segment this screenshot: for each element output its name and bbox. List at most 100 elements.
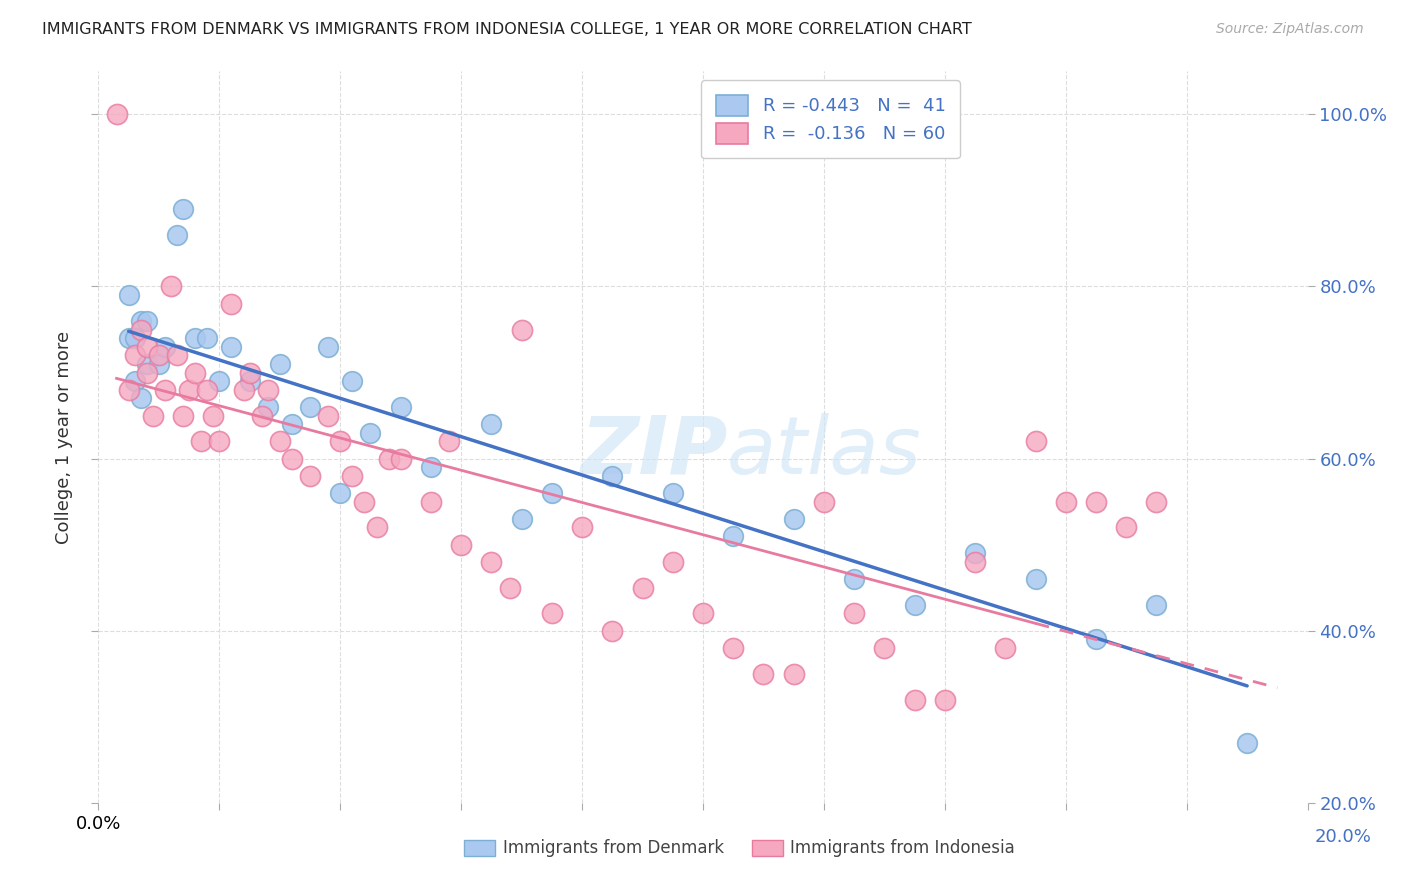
Point [934, 692, 956, 706]
Point [965, 555, 987, 569]
Point [148, 357, 170, 371]
Point [166, 227, 188, 242]
Point [437, 434, 460, 449]
Legend: R = -0.443   N =  41, R =  -0.136   N = 60: R = -0.443 N = 41, R = -0.136 N = 60 [702, 80, 960, 158]
Point [129, 314, 152, 328]
Point [661, 555, 683, 569]
Point [329, 486, 352, 500]
Point [873, 640, 896, 655]
Point [1024, 572, 1046, 586]
Text: ZIP: ZIP [579, 413, 727, 491]
Point [723, 529, 745, 543]
Point [752, 666, 775, 681]
Point [965, 546, 987, 560]
Point [342, 374, 364, 388]
Point [540, 486, 562, 500]
Point [389, 400, 412, 414]
Text: Immigrants from Indonesia: Immigrants from Indonesia [790, 839, 1015, 857]
Point [329, 434, 352, 449]
Point [135, 366, 157, 380]
Point [353, 494, 375, 508]
Point [1054, 494, 1077, 508]
Point [342, 468, 364, 483]
Point [510, 512, 533, 526]
Point [195, 383, 218, 397]
Point [172, 202, 194, 216]
Point [256, 383, 278, 397]
Point [510, 322, 533, 336]
Point [1115, 520, 1137, 534]
Point [148, 348, 170, 362]
Point [172, 409, 194, 423]
Point [1144, 494, 1167, 508]
Point [1085, 632, 1108, 647]
Point [377, 451, 399, 466]
Point [124, 331, 146, 345]
Point [360, 425, 382, 440]
Point [450, 538, 472, 552]
Point [239, 374, 262, 388]
Point [160, 279, 183, 293]
Point [250, 409, 273, 423]
Point [420, 494, 443, 508]
Point [124, 374, 146, 388]
Point [481, 555, 503, 569]
Point [540, 607, 562, 621]
Point [1144, 598, 1167, 612]
Point [904, 598, 927, 612]
Point [195, 331, 218, 345]
Point [118, 331, 141, 345]
Point [184, 331, 207, 345]
Point [190, 434, 212, 449]
Point [844, 572, 866, 586]
Point [269, 434, 291, 449]
Point [153, 383, 176, 397]
Point [239, 366, 262, 380]
Point [316, 409, 339, 423]
Point [602, 624, 624, 638]
Point [813, 494, 835, 508]
Point [481, 417, 503, 432]
Y-axis label: College, 1 year or more: College, 1 year or more [55, 331, 73, 543]
Text: IMMIGRANTS FROM DENMARK VS IMMIGRANTS FROM INDONESIA COLLEGE, 1 YEAR OR MORE COR: IMMIGRANTS FROM DENMARK VS IMMIGRANTS FR… [42, 22, 972, 37]
Point [256, 400, 278, 414]
Point [184, 366, 207, 380]
Point [135, 340, 157, 354]
Point [1085, 494, 1108, 508]
Point [208, 374, 231, 388]
Point [389, 451, 412, 466]
Point [124, 348, 146, 362]
Point [153, 340, 176, 354]
Text: Immigrants from Denmark: Immigrants from Denmark [503, 839, 724, 857]
Point [661, 486, 683, 500]
Point [692, 607, 714, 621]
Point [844, 607, 866, 621]
Point [299, 468, 322, 483]
Point [135, 314, 157, 328]
Point [316, 340, 339, 354]
Point [221, 296, 243, 310]
Point [631, 581, 654, 595]
Point [135, 357, 157, 371]
Text: 20.0%: 20.0% [1315, 828, 1371, 846]
Point [269, 357, 291, 371]
Point [1024, 434, 1046, 449]
Point [904, 692, 927, 706]
Point [366, 520, 388, 534]
Point [232, 383, 254, 397]
Point [1236, 735, 1258, 749]
Point [994, 640, 1017, 655]
Point [118, 288, 141, 302]
Point [420, 460, 443, 475]
Point [208, 434, 231, 449]
Point [166, 348, 188, 362]
Point [571, 520, 593, 534]
Text: atlas: atlas [727, 413, 922, 491]
Point [118, 383, 141, 397]
Point [179, 383, 201, 397]
Point [783, 666, 806, 681]
Point [602, 468, 624, 483]
Point [723, 640, 745, 655]
Point [281, 417, 304, 432]
Point [299, 400, 322, 414]
